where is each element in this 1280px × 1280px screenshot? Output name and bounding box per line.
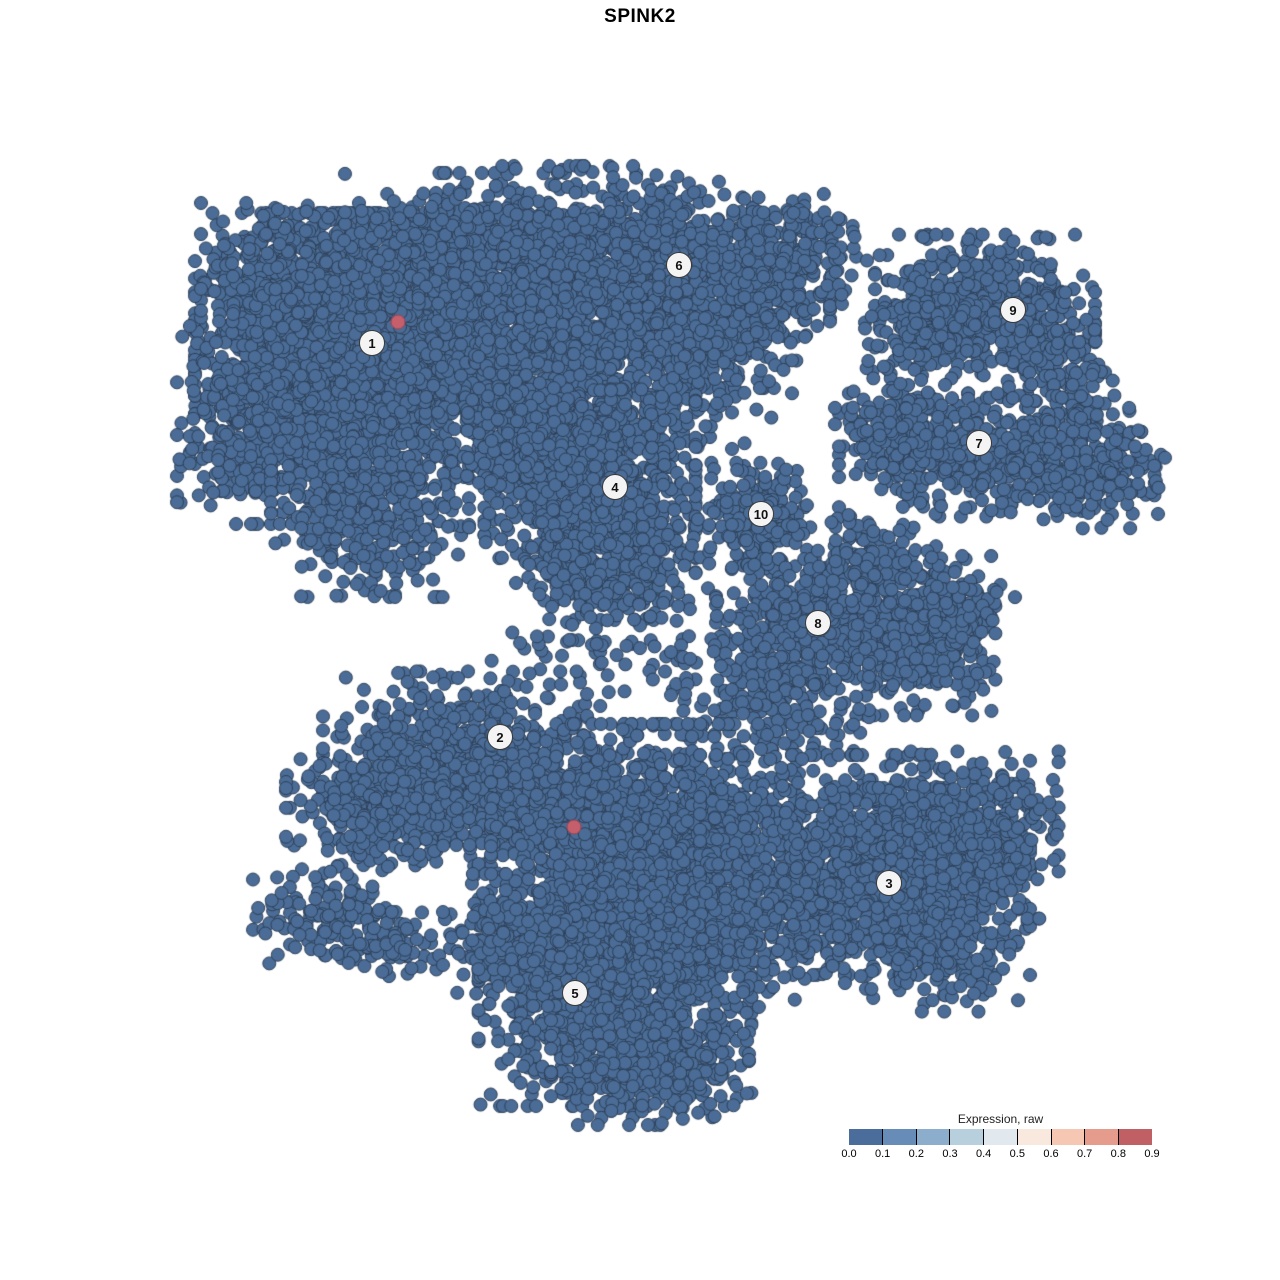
legend-color-segment-5 xyxy=(1016,1129,1051,1145)
legend-tick-0.9: 0.9 xyxy=(1144,1148,1160,1160)
legend-color-segment-3 xyxy=(949,1129,984,1145)
legend-color-segment-8 xyxy=(1118,1129,1153,1145)
legend-color-segment-1 xyxy=(881,1129,916,1145)
legend-colorbar xyxy=(849,1129,1153,1145)
legend-color-segment-0 xyxy=(849,1129,882,1145)
legend-color-segment-4 xyxy=(983,1129,1017,1145)
legend-tick-0.8: 0.8 xyxy=(1110,1148,1126,1160)
legend-color-segment-2 xyxy=(915,1129,950,1145)
legend-tick-0.1: 0.1 xyxy=(875,1148,891,1160)
legend-tick-0.5: 0.5 xyxy=(1009,1148,1025,1160)
legend-tick-0.4: 0.4 xyxy=(976,1148,992,1160)
legend-title: Expression, raw xyxy=(957,1112,1044,1126)
expression-legend: Expression, raw 0.0 0.1 0.2 0.3 0.4 0.5 0.6 0.7… xyxy=(841,1112,1159,1162)
legend-tick-0.0: 0.0 xyxy=(841,1148,857,1160)
legend-tick-0.3: 0.3 xyxy=(942,1148,958,1160)
legend-tick-labels: 0.0 0.1 0.2 0.3 0.4 0.5 0.6 0.7 0.8 0.9 xyxy=(841,1148,1159,1162)
legend-tick-0.2: 0.2 xyxy=(908,1148,924,1160)
legend-tick-0.7: 0.7 xyxy=(1077,1148,1093,1160)
legend-tick-0.6: 0.6 xyxy=(1043,1148,1059,1160)
legend-color-segment-7 xyxy=(1084,1129,1119,1145)
legend-color-segment-6 xyxy=(1050,1129,1085,1145)
